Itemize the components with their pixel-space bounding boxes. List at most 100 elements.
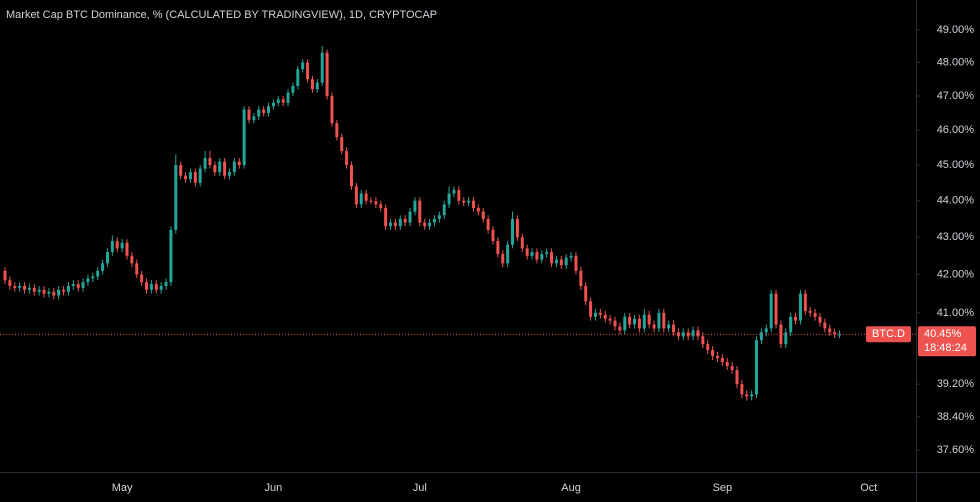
candle-body xyxy=(325,52,329,97)
candle-body xyxy=(725,362,729,367)
candle-body xyxy=(794,316,798,321)
candle-body xyxy=(52,291,56,296)
candle-body xyxy=(564,257,568,266)
candle-body xyxy=(213,165,217,173)
candle-body xyxy=(447,193,451,205)
candle-body xyxy=(720,358,724,363)
candle-body xyxy=(354,186,358,205)
candle-body xyxy=(569,255,573,258)
candle-body xyxy=(135,263,139,275)
candle-body xyxy=(257,109,261,117)
candle-body xyxy=(8,280,12,286)
candle-body xyxy=(359,193,363,205)
candle-body xyxy=(769,293,773,329)
candle-body xyxy=(662,312,666,329)
candle-body xyxy=(315,82,319,90)
candle-body xyxy=(657,312,661,329)
candle-body xyxy=(330,96,334,124)
candle-body xyxy=(452,189,456,194)
candle-body xyxy=(164,282,168,286)
candle-body xyxy=(432,218,436,223)
candle-body xyxy=(584,285,588,302)
countdown-label: 18:48:24 xyxy=(924,342,967,354)
candle-body xyxy=(486,218,490,230)
candle-body xyxy=(501,253,505,264)
candle-body xyxy=(686,332,690,337)
candle-body xyxy=(667,324,671,329)
candle-body xyxy=(267,106,271,114)
candle-body xyxy=(369,200,373,202)
y-tick-label: 42.00% xyxy=(937,269,975,281)
candle-body xyxy=(759,332,763,341)
candle-body xyxy=(808,310,812,313)
candle-body xyxy=(86,278,90,283)
candle-body xyxy=(593,312,597,317)
candle-body xyxy=(320,52,324,83)
candle-body xyxy=(154,284,158,290)
candle-body xyxy=(227,172,231,176)
candle-body xyxy=(237,161,241,166)
candle-body xyxy=(393,222,397,227)
candle-body xyxy=(208,158,212,166)
candle-body xyxy=(837,334,841,336)
candle-body xyxy=(18,285,22,288)
y-tick-label: 43.00% xyxy=(937,231,975,243)
candle-body xyxy=(188,172,192,180)
candle-body xyxy=(525,248,529,256)
last-price-label: 40.45% xyxy=(924,328,962,340)
candle-body xyxy=(462,200,466,203)
candle-body xyxy=(476,207,480,212)
candle-body xyxy=(140,274,144,283)
candle-body xyxy=(823,322,827,329)
y-tick-label: 38.40% xyxy=(937,411,975,423)
candle-body xyxy=(91,276,95,279)
candle-body xyxy=(735,370,739,385)
y-tick-label: 44.00% xyxy=(937,195,975,207)
candle-body xyxy=(301,62,305,70)
candle-body xyxy=(203,158,207,169)
candle-body xyxy=(218,161,222,173)
y-tick-label: 49.00% xyxy=(937,24,975,36)
candle-body xyxy=(764,328,768,333)
candle-body xyxy=(101,263,105,271)
candle-body xyxy=(27,287,31,290)
candle-body xyxy=(32,287,36,292)
candle-body xyxy=(608,318,612,321)
candle-body xyxy=(179,165,183,176)
candle-body xyxy=(774,293,778,325)
candle-body xyxy=(306,62,310,80)
candle-body xyxy=(169,229,173,283)
candle-body xyxy=(603,314,607,319)
candle-body xyxy=(145,282,149,290)
candle-body xyxy=(613,320,617,327)
candle-body xyxy=(96,270,100,277)
candle-body xyxy=(491,229,495,241)
candle-body xyxy=(364,193,368,201)
candle-body xyxy=(481,211,485,219)
candle-body xyxy=(467,200,471,203)
candle-body xyxy=(691,330,695,337)
candle-body xyxy=(672,324,676,333)
candle-body xyxy=(515,218,519,238)
candle-body xyxy=(345,151,349,166)
candle-body xyxy=(81,282,85,288)
candle-body xyxy=(349,165,353,187)
candle-body xyxy=(784,332,788,345)
candle-body xyxy=(457,189,461,201)
candle-body xyxy=(745,394,749,397)
chart-title: Market Cap BTC Dominance, % (CALCULATED … xyxy=(6,9,437,21)
candle-body xyxy=(281,99,285,103)
candle-body xyxy=(798,293,802,321)
candle-body xyxy=(418,200,422,223)
x-tick-label: May xyxy=(112,482,133,494)
y-tick-label: 46.00% xyxy=(937,124,975,136)
candle-body xyxy=(291,85,295,93)
candle-body xyxy=(47,291,51,294)
candle-body xyxy=(574,255,578,271)
candle-body xyxy=(42,289,46,294)
candle-body xyxy=(833,332,837,335)
x-tick-label: Aug xyxy=(561,482,581,494)
candle-body xyxy=(242,109,246,166)
candle-body xyxy=(276,99,280,103)
